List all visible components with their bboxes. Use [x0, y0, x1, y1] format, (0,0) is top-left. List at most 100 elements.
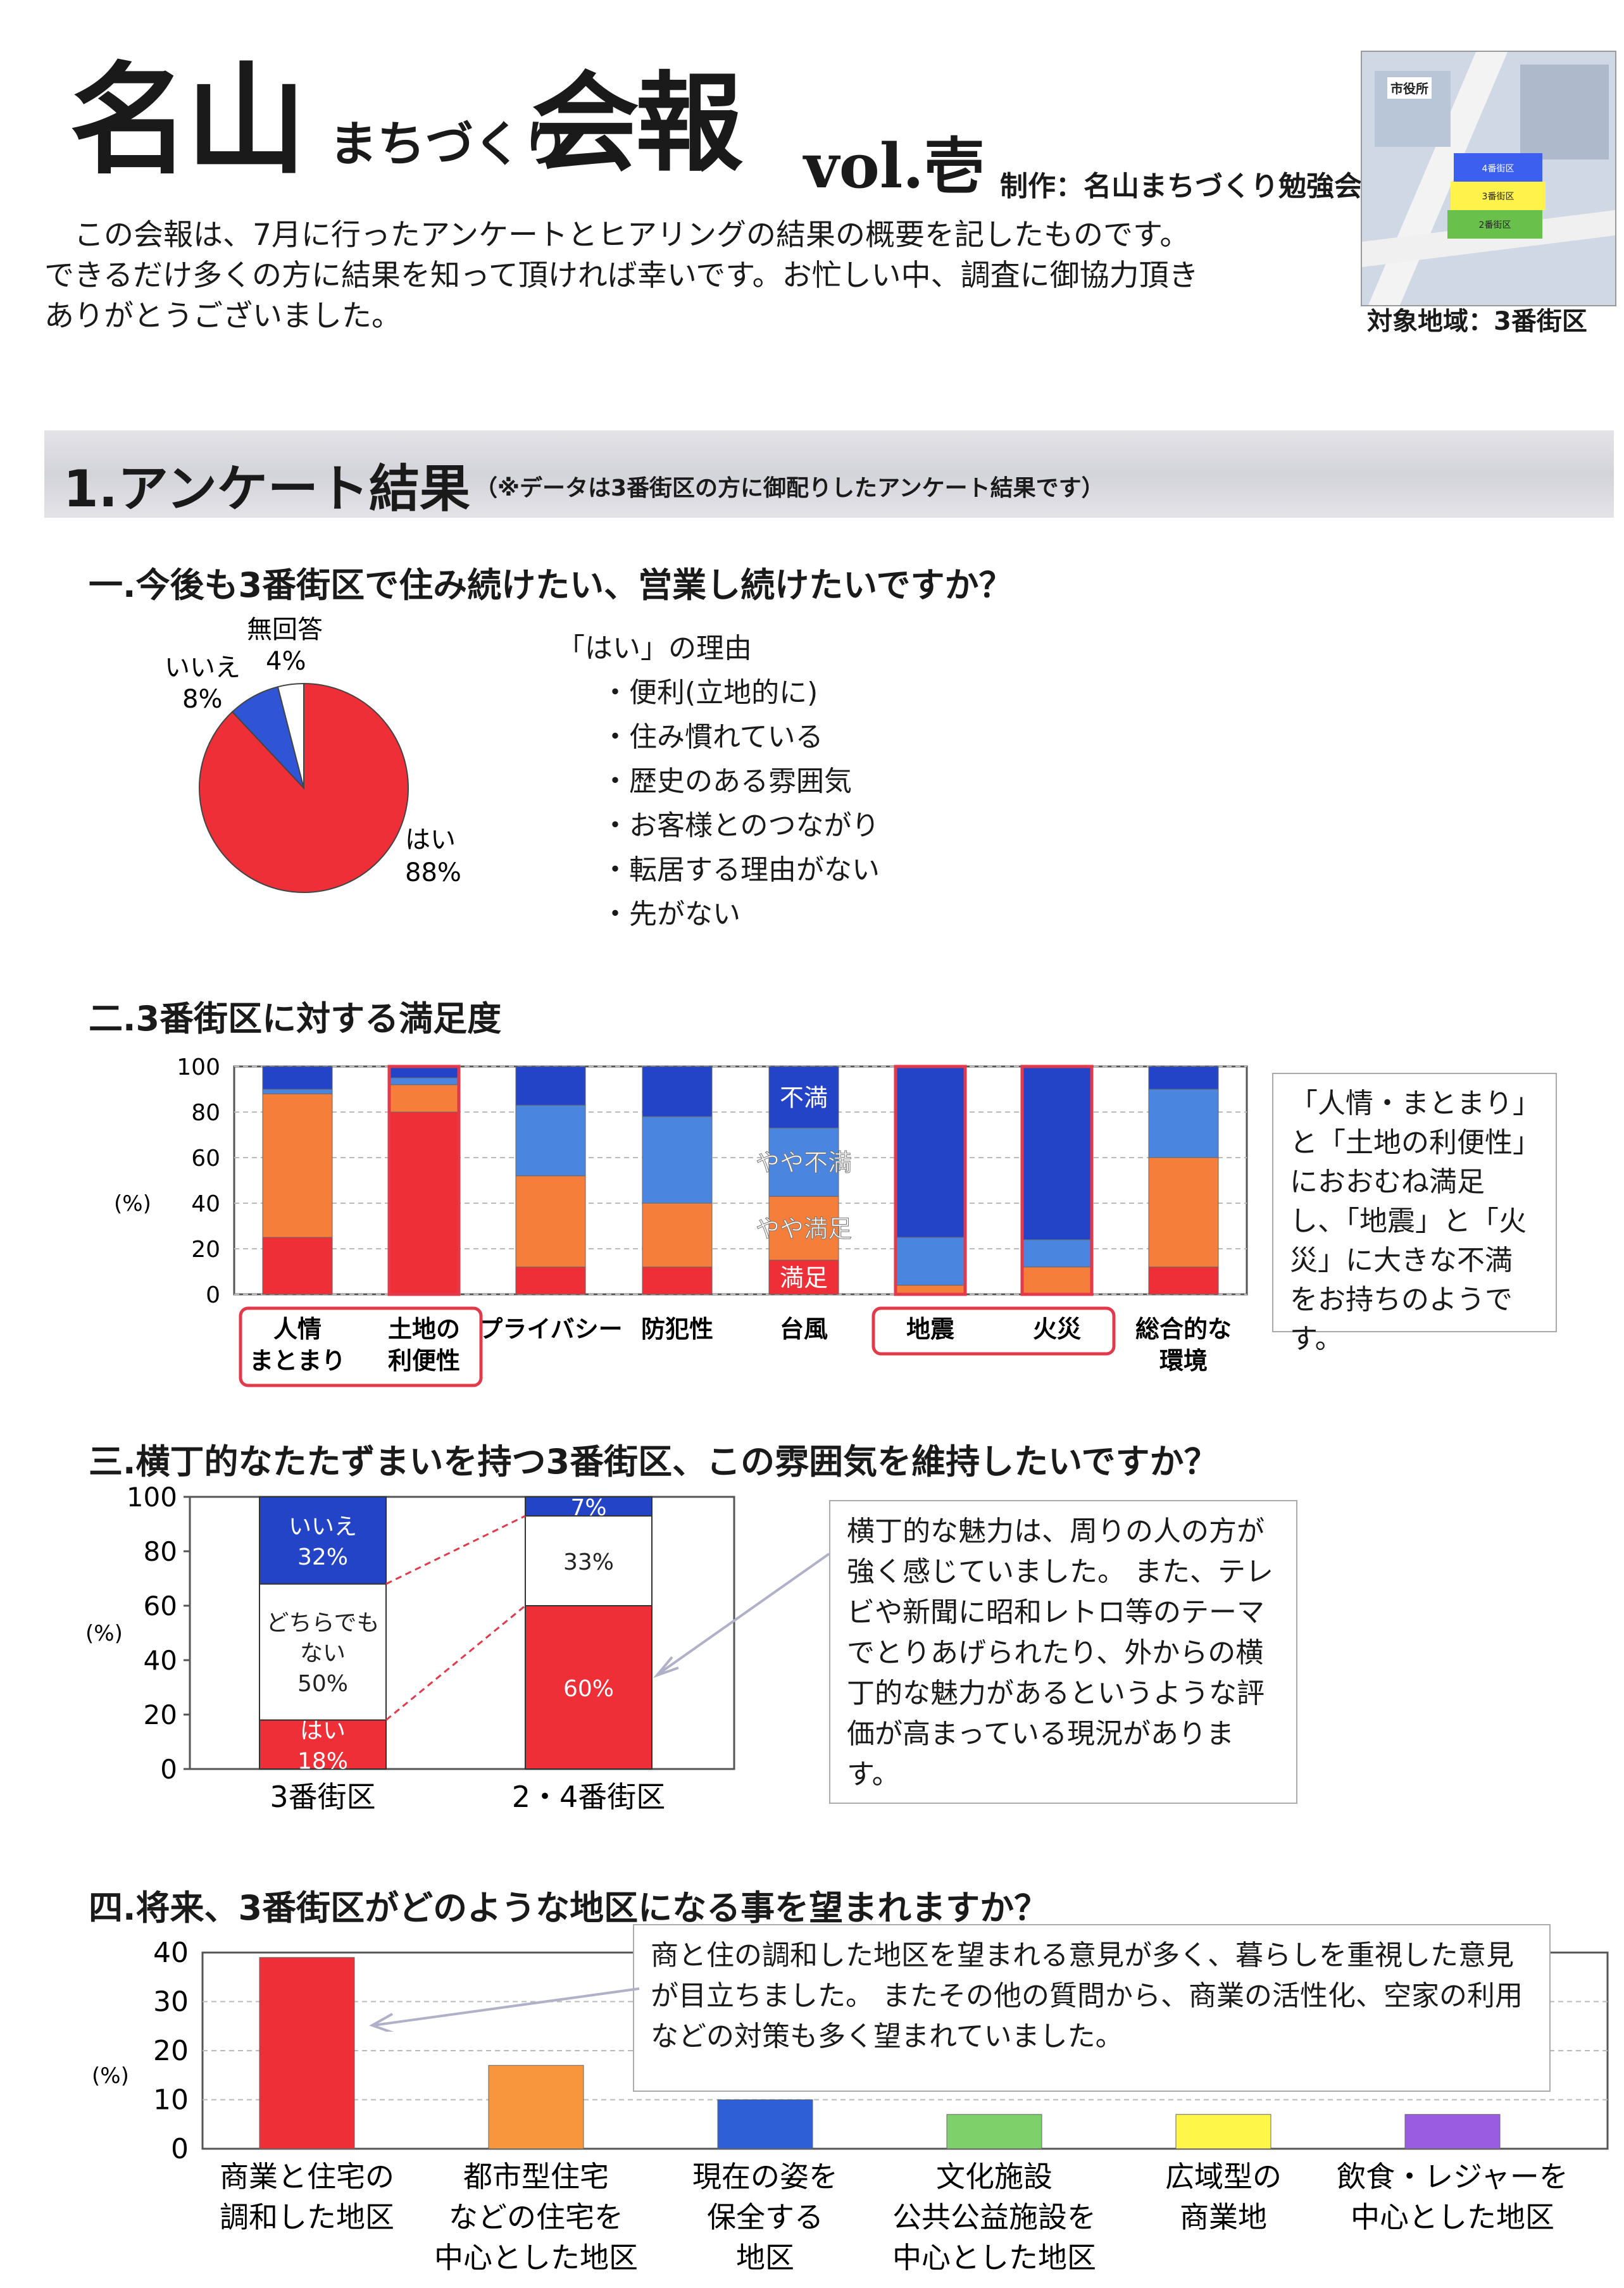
x-tick-label: 調和した地区	[220, 2200, 394, 2234]
data-label: いいえ	[289, 1514, 357, 1540]
bar	[1404, 2114, 1501, 2149]
data-label: どちらでも	[266, 1610, 380, 1636]
bar-segment	[262, 1093, 333, 1238]
bar-segment	[1148, 1157, 1219, 1268]
y-tick-label: 100	[127, 1482, 177, 1513]
x-tick-label: 3番街区	[270, 1780, 375, 1814]
y-tick-label: 100	[177, 1054, 220, 1080]
x-tick-label: 火災	[1033, 1315, 1081, 1343]
q1-reasons: 「はい」の理由 ・便利(立地的に) ・住み慣れている ・歴史のある雰囲気 ・お客…	[557, 627, 880, 937]
logo-sub: まちづくり	[329, 116, 570, 172]
y-tick-label: 0	[160, 1754, 177, 1785]
area-map-drawing: 市役所 4番街区 3番街区 2番街区	[1362, 52, 1615, 305]
y-axis-label: (%)	[114, 1191, 151, 1216]
series-label: 不満	[780, 1084, 828, 1112]
section-title: 1.アンケート結果	[63, 459, 470, 518]
x-tick-label: 中心とした地区	[1351, 2200, 1554, 2234]
y-tick-label: 80	[144, 1536, 177, 1567]
q1-reason: ・お客様とのつながり	[601, 810, 880, 842]
connector-line	[385, 1515, 526, 1585]
x-tick-label: 地震	[906, 1315, 955, 1343]
bar-segment	[389, 1111, 459, 1295]
bar-segment	[642, 1116, 713, 1204]
q1-title: 一.今後も3番街区で住み続けたい、営業し続けたいですか？	[89, 565, 1013, 605]
pie-slice-2	[277, 682, 304, 789]
bar-segment	[515, 1175, 586, 1268]
q1-pie-chart: はい 88% いいえ 8% 無回答 4%	[165, 615, 461, 893]
logo-title: 会報	[532, 60, 743, 187]
section-note: （※データは3番街区の方に御配りしたアンケート結果です）	[475, 475, 1104, 501]
pie-label-name: 無回答	[247, 615, 323, 644]
y-tick-label: 60	[191, 1146, 220, 1172]
bar	[1175, 2114, 1271, 2149]
intro-line-2: できるだけ多くの方に結果を知って頂ければ幸いです。お忙しい中、調査に御協力頂き	[44, 258, 1199, 293]
data-label: 7%	[570, 1495, 606, 1521]
series-label: やや不満	[756, 1149, 852, 1177]
x-tick-label: 商業と住宅の	[220, 2160, 394, 2194]
q4-pointer-arrow	[369, 1987, 640, 2032]
x-tick-label: 環境	[1159, 1347, 1208, 1375]
x-tick-label: 現在の姿を	[692, 2160, 838, 2194]
bar-segment	[515, 1104, 586, 1177]
q1-reasons-title: 「はい」の理由	[557, 632, 752, 665]
series-label: 満足	[780, 1264, 828, 1292]
data-label: ない	[300, 1641, 346, 1666]
y-tick-label: 20	[153, 2035, 189, 2067]
plot-area	[233, 1065, 1248, 1296]
pie-label-name: はい	[405, 825, 456, 854]
category-highlight	[239, 1306, 483, 1387]
data-label: 32%	[297, 1544, 348, 1570]
y-tick-label: 20	[191, 1237, 220, 1263]
series-label: やや満足	[756, 1215, 852, 1243]
map-label-2: 2番街区	[1479, 220, 1511, 230]
bar-segment	[262, 1089, 333, 1094]
pie-label-value: 88%	[405, 858, 461, 887]
q4-title: 四.将来、3番街区がどのような地区になる事を望まれますか？	[89, 1888, 1049, 1928]
q1-reason: ・転居する理由がない	[601, 854, 880, 886]
bar-segment	[1021, 1239, 1092, 1268]
masthead: 名山	[70, 60, 306, 180]
x-tick-label: 防犯性	[641, 1315, 713, 1343]
q3-pointer-arrow	[653, 1553, 830, 1678]
x-tick-label: 公共公益施設を	[892, 2200, 1096, 2234]
bar-segment	[642, 1266, 713, 1295]
category-highlight	[871, 1306, 1116, 1356]
bar-segment	[895, 1237, 966, 1286]
area-map: 市役所 4番街区 3番街区 2番街区	[1361, 51, 1616, 306]
bar-segment	[525, 1515, 653, 1606]
x-tick-label: 総合的な	[1135, 1315, 1232, 1343]
bar	[717, 2099, 813, 2149]
q1-reason: ・先がない	[601, 898, 740, 930]
bar-highlight	[387, 1065, 461, 1296]
x-tick-label: 人情	[273, 1315, 322, 1343]
q2-comment: 「人情・まとまり」と「土地の利便性」におおむね満足し、「地震」と「火災」に大きな…	[1272, 1073, 1557, 1355]
bar-segment	[389, 1077, 459, 1085]
y-tick-label: 40	[191, 1191, 220, 1217]
pie-label-value: 8%	[182, 685, 222, 714]
data-label: はい	[300, 1718, 346, 1744]
y-tick-label: 80	[191, 1100, 220, 1126]
logo-title-wrap: 会報	[532, 70, 743, 177]
x-tick-label: 中心とした地区	[434, 2241, 638, 2275]
intro-line-1: この会報は、7月に行ったアンケートとヒアリングの結果の概要を記したものです。	[74, 218, 1190, 253]
y-tick-label: 30	[153, 1986, 189, 2018]
bar-highlight	[1020, 1065, 1094, 1296]
x-tick-label: プライバシー	[478, 1315, 622, 1343]
x-tick-label: 利便性	[388, 1347, 460, 1375]
bar-segment	[389, 1084, 459, 1113]
y-axis-label: (%)	[92, 2063, 129, 2089]
bar-segment	[515, 1066, 586, 1106]
bar-segment	[768, 1260, 839, 1295]
q3-comment: 横丁的な魅力は、周りの人の方が強く感じていました。 また、テレビや新聞に昭和レト…	[829, 1500, 1297, 1804]
map-caption: 対象地域：3番街区	[1367, 307, 1587, 336]
bar-segment	[768, 1196, 839, 1261]
intro-text: この会報は、7月に行ったアンケートとヒアリングの結果の概要を記したものです。 で…	[44, 215, 1348, 337]
x-tick-label: 2・4番街区	[512, 1780, 666, 1814]
q3-title: 三.横丁的なたたずまいを持つ3番街区、この雰囲気を維持したいですか？	[89, 1442, 1218, 1482]
x-tick-label: 文化施設	[936, 2160, 1052, 2194]
q1-reason: ・歴史のある雰囲気	[601, 765, 852, 797]
maker-credit: 制作：名山まちづくり勉強会	[1000, 170, 1362, 203]
x-tick-label: 広域型の	[1165, 2160, 1282, 2194]
bar-segment	[262, 1237, 333, 1295]
